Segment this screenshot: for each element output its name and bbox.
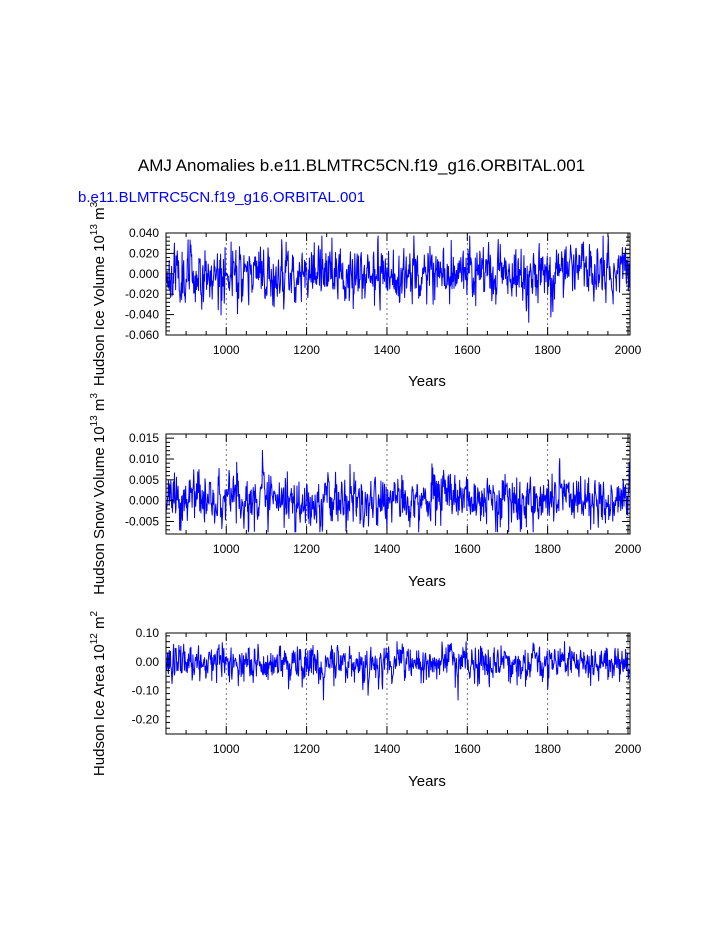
x-tick-label: 2000 [615, 742, 642, 756]
series-line [165, 449, 631, 533]
y-tick-label: 0.10 [136, 626, 160, 640]
y-tick-label: 0.015 [129, 431, 159, 445]
x-axis-label: Years [408, 573, 446, 590]
x-tick-label: 1600 [454, 742, 481, 756]
x-axis-label: Years [408, 773, 446, 790]
x-tick-label: 2000 [615, 542, 642, 556]
y-tick-label: -0.060 [125, 328, 159, 342]
plot-frame [165, 232, 631, 336]
x-tick-label: 1000 [213, 742, 240, 756]
x-axis-label: Years [408, 373, 446, 390]
x-tick-label: 1600 [454, 343, 481, 357]
x-tick-label: 1800 [534, 343, 561, 357]
y-tick-label: -0.20 [132, 713, 160, 727]
chart-ice-volume: 1000 1200 1400 1600 1800 2000 -0.060 -0.040 -0.0… [89, 201, 642, 390]
figure-title: AMJ Anomalies b.e11.BLMTRC5CN.f19_g16.OR… [137, 156, 586, 175]
y-tick-label: 0.040 [129, 226, 159, 240]
y-tick-label: 0.005 [129, 473, 159, 487]
chart-ice-area: 1000 1200 1400 1600 1800 2000 -0.20 -0.10 0.00 0.… [89, 611, 642, 791]
y-tick-label: -0.020 [125, 287, 159, 301]
x-tick-label: 1600 [454, 542, 481, 556]
y-tick-label: 0.00 [136, 655, 160, 669]
y-axis-label: Hudson Snow Volume 1013 m3 [89, 393, 108, 595]
x-tick-label: 1800 [534, 542, 561, 556]
y-tick-label: 0.000 [129, 494, 159, 508]
x-tick-label: 1000 [213, 542, 240, 556]
x-tick-label: 1200 [293, 742, 320, 756]
x-tick-label: 1200 [293, 542, 320, 556]
case-label: b.e11.BLMTRC5CN.f19_g16.ORBITAL.001 [78, 189, 366, 206]
y-tick-label: 0.020 [129, 246, 159, 260]
x-tick-label: 1800 [534, 742, 561, 756]
x-tick-label: 1400 [374, 343, 401, 357]
series-line [165, 641, 631, 701]
y-tick-label: 0.010 [129, 452, 159, 466]
plot-frame [165, 632, 631, 735]
y-tick-label: 0.000 [129, 267, 159, 281]
x-tick-label: 1200 [293, 343, 320, 357]
y-axis-label: Hudson Ice Area 1012 m2 [89, 611, 108, 777]
y-axis-label: Hudson Ice Volume 1013 m3 [89, 201, 108, 386]
y-tick-label: -0.040 [125, 308, 159, 322]
y-tick-label: -0.005 [125, 515, 159, 529]
x-tick-label: 1400 [374, 542, 401, 556]
x-tick-label: 1400 [374, 742, 401, 756]
y-tick-label: -0.10 [132, 684, 160, 698]
chart-snow-volume: 1000 1200 1400 1600 1800 2000 -0.005 0.000 0.005… [89, 393, 642, 595]
series-line [165, 235, 631, 323]
x-tick-label: 2000 [615, 343, 642, 357]
x-tick-label: 1000 [213, 343, 240, 357]
